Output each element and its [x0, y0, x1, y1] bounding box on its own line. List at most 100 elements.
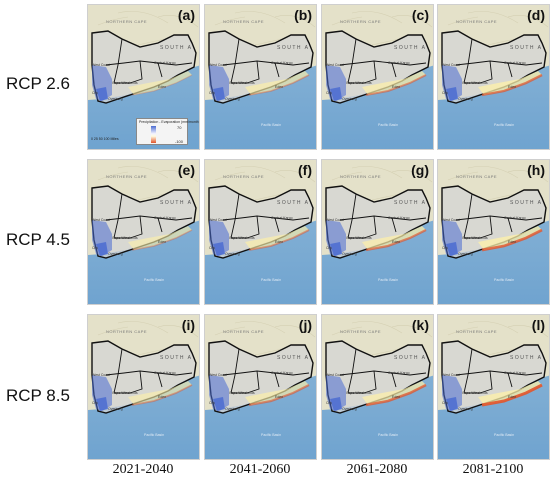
row-label-scenario: RCP 4.5 [6, 230, 70, 249]
province-boundary [441, 340, 547, 414]
region-label-city: City [442, 246, 449, 250]
district-boundaries [222, 38, 310, 84]
terrain-texture [97, 11, 199, 46]
region-label-west-coast: West Coast [92, 63, 111, 67]
ocean-label: Pacific Basin [261, 433, 282, 437]
row-label-scenario: RCP 2.6 [6, 74, 70, 93]
country-label-south-africa: SOUTH A [510, 200, 543, 206]
province-label-northern-cape: NORTHERN CAPE [223, 174, 265, 179]
province-boundary [91, 340, 197, 414]
dry-zone [362, 381, 426, 405]
color-legend: Precipitation - Evaporation (mm/month) 70… [136, 118, 199, 145]
panel-letter: (i) [181, 317, 195, 333]
region-label-eden: Eden [392, 240, 401, 244]
terrain-texture [97, 321, 199, 356]
legend-max-value: 70 [177, 125, 182, 130]
dry-coast-strip [131, 74, 193, 96]
dry-zone [245, 71, 309, 95]
region-label-overberg: Overberg [225, 97, 240, 101]
region-label-west-coast: West Coast [92, 373, 111, 377]
region-label-overberg: Overberg [458, 407, 473, 411]
dry-coast-strip [481, 383, 543, 407]
map-panel: NORTHERN CAPE SOUTH A Central Karoo West Co… [204, 4, 317, 150]
ocean-label: Pacific Basin [378, 278, 399, 282]
region-label-central-karoo: Central Karoo [388, 371, 410, 375]
region-label-overberg: Overberg [458, 252, 473, 256]
region-label-west-coast: West Coast [209, 218, 228, 222]
ocean-label: Pacific Basin [144, 433, 165, 437]
panel-letter: (h) [527, 162, 545, 178]
province-label-northern-cape: NORTHERN CAPE [106, 174, 148, 179]
region-label-eden: Eden [392, 395, 401, 399]
panel-letter: (d) [527, 7, 545, 23]
country-label-south-africa: SOUTH A [510, 45, 543, 51]
district-boundaries [339, 38, 427, 84]
map-graphic [205, 160, 316, 304]
district-boundaries [339, 348, 427, 394]
wet-zone-core [330, 397, 342, 411]
dry-coast-strip [365, 74, 427, 96]
province-label-northern-cape: NORTHERN CAPE [340, 19, 382, 24]
country-label-south-africa: SOUTH A [277, 45, 310, 51]
wet-zone-core [330, 242, 342, 256]
region-label-eden: Eden [158, 85, 167, 89]
country-label-south-africa: SOUTH A [277, 355, 310, 361]
region-label-west-coast: West Coast [442, 373, 461, 377]
panel-letter: (e) [177, 162, 195, 178]
map-graphic [438, 160, 549, 304]
country-label-south-africa: SOUTH A [394, 200, 427, 206]
map-graphic [205, 5, 316, 149]
region-label-cape-winelands: Cape Winelands [112, 236, 138, 240]
dry-coast-strip [248, 229, 310, 251]
district-boundaries [222, 193, 310, 239]
region-label-west-coast: West Coast [442, 63, 461, 67]
province-label-northern-cape: NORTHERN CAPE [223, 329, 265, 334]
scale-bar: 0 25 50 100 Miles [91, 137, 119, 141]
map-panel: NORTHERN CAPE SOUTH A Central Karoo West Co… [87, 4, 200, 150]
region-label-west-coast: West Coast [442, 218, 461, 222]
region-label-eden: Eden [392, 85, 401, 89]
country-label-south-africa: SOUTH A [277, 200, 310, 206]
dry-zone [128, 226, 192, 250]
district-boundaries [105, 193, 193, 239]
region-label-city: City [209, 91, 216, 95]
region-label-eden: Eden [508, 240, 517, 244]
panel-letter: (a) [177, 7, 195, 23]
region-label-city: City [92, 246, 99, 250]
country-label-south-africa: SOUTH A [160, 45, 193, 51]
dry-coast-strip [131, 229, 193, 251]
wet-zone-core [96, 242, 108, 256]
dry-coast-strip [481, 228, 543, 252]
region-label-central-karoo: Central Karoo [154, 216, 176, 220]
region-label-cape-winelands: Cape Winelands [462, 391, 488, 395]
region-label-cape-winelands: Cape Winelands [229, 236, 255, 240]
panel-letter: (g) [411, 162, 429, 178]
map-panel: NORTHERN CAPE SOUTH A Central Karoo West Co… [437, 314, 550, 460]
region-label-central-karoo: Central Karoo [388, 61, 410, 65]
column-label-period: 2041-2060 [229, 462, 291, 477]
district-boundaries [455, 348, 543, 394]
region-label-cape-winelands: Cape Winelands [346, 236, 372, 240]
province-boundary [208, 30, 314, 104]
column-label-period: 2021-2040 [112, 462, 174, 477]
region-label-west-coast: West Coast [209, 63, 228, 67]
region-label-overberg: Overberg [108, 97, 123, 101]
dry-coast-strip [365, 228, 427, 252]
dry-coast-strip [248, 384, 310, 407]
region-label-overberg: Overberg [225, 407, 240, 411]
province-boundary [208, 185, 314, 259]
ocean-label: Pacific Basin [378, 123, 399, 127]
ocean-label: Pacific Basin [378, 433, 399, 437]
region-label-city: City [326, 246, 333, 250]
region-label-central-karoo: Central Karoo [388, 216, 410, 220]
region-label-central-karoo: Central Karoo [271, 371, 293, 375]
province-boundary [91, 185, 197, 259]
region-label-overberg: Overberg [458, 97, 473, 101]
dry-zone [128, 71, 192, 95]
wet-zone-core [213, 87, 225, 101]
wet-zone-core [96, 87, 108, 101]
region-label-central-karoo: Central Karoo [154, 371, 176, 375]
province-boundary [441, 30, 547, 104]
region-label-central-karoo: Central Karoo [504, 371, 526, 375]
